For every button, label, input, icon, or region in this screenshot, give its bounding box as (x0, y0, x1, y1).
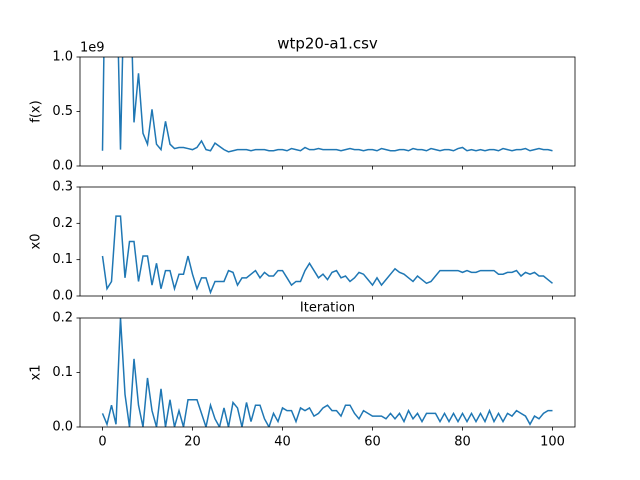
x-tick-label: 20 (184, 435, 201, 450)
x-tick-label: 0 (98, 435, 106, 450)
subplot: 0.0 0.1 0.2 0.3 x0 Iteration (29, 180, 576, 316)
x-tick-label: 40 (274, 435, 291, 450)
chart-title: wtp20-a1.csv (277, 35, 378, 53)
x-tick-label: 80 (454, 435, 471, 450)
y-tick-label: 0.2 (52, 216, 73, 231)
y-tick-label: 0.5 (52, 104, 73, 119)
y-tick-label: 1.0 (52, 50, 73, 65)
x-tick-label: 60 (364, 435, 381, 450)
data-line (101, 318, 553, 427)
axes-frame (79, 317, 576, 428)
x-axis-label: Iteration (300, 301, 355, 316)
y-tick-label: 0.0 (52, 159, 73, 174)
y-tick-label: 0.1 (52, 365, 73, 380)
y-tick-label: 0.3 (52, 180, 73, 195)
y-tick-label: 0.2 (52, 311, 73, 326)
y-axis-label: f(x) (29, 100, 44, 122)
offset-label: 1e9 (80, 41, 105, 56)
y-axis-label: x0 (29, 234, 44, 250)
y-tick-label: 0.0 (52, 289, 73, 304)
subplot: 0.0 0.5 1.0 f(x) wtp20-a1.csv 1e9 (29, 35, 576, 174)
y-tick-label: 0.1 (52, 252, 73, 267)
y-tick-label: 0.0 (52, 420, 73, 435)
data-line (101, 57, 553, 153)
y-axis-label: x1 (29, 365, 44, 381)
axes-frame (79, 186, 576, 297)
x-tick-label: 100 (540, 435, 565, 450)
subplot: 0.0 0.1 0.2 0 20 40 60 80 100 x1 (29, 311, 576, 450)
data-line (101, 215, 553, 295)
